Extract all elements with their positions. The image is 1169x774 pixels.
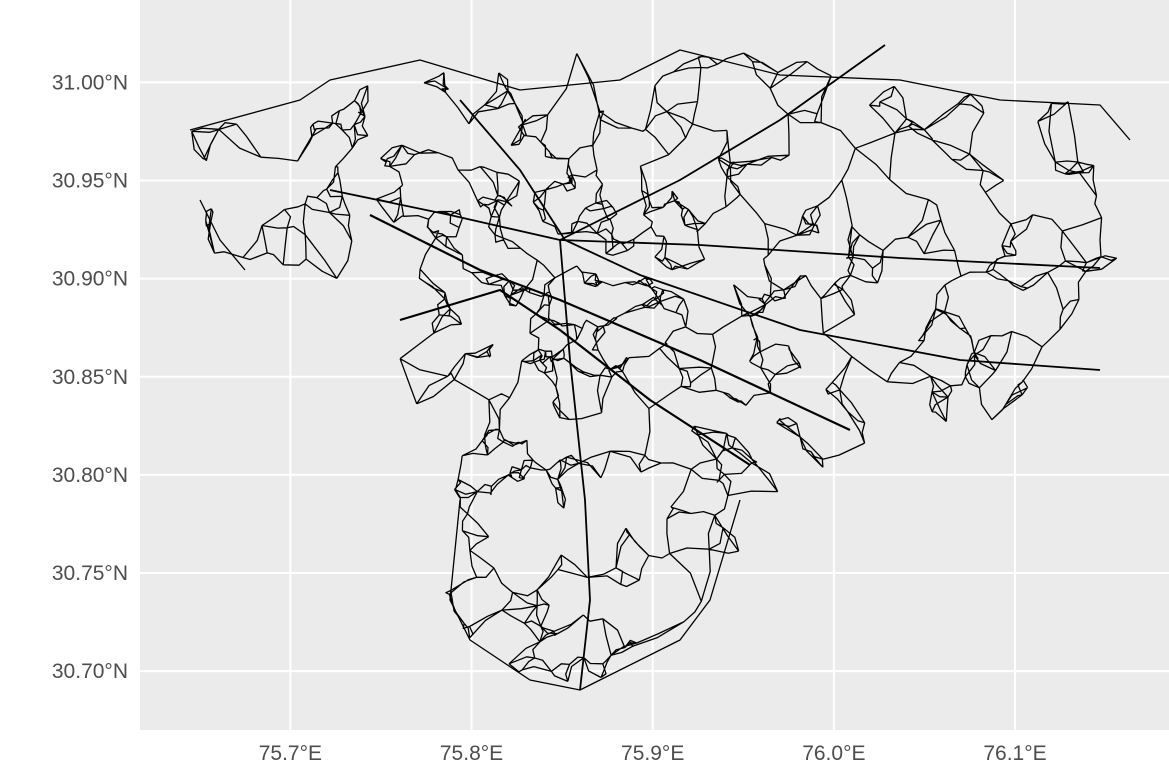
page: 75.7°E 75.8°E 75.9°E 76.0°E 76.1°E 30.70°N 30.…: [0, 0, 1169, 774]
y-tick-label: 30.80°N: [52, 464, 128, 487]
x-tick-label: 75.8°E: [440, 742, 503, 765]
y-tick-label: 30.95°N: [52, 170, 128, 193]
y-tick-label: 30.75°N: [52, 562, 128, 585]
y-tick-label: 30.90°N: [52, 268, 128, 291]
y-tick-label: 30.70°N: [52, 660, 128, 683]
y-tick-label: 30.85°N: [52, 366, 128, 389]
y-tick-label: 31.00°N: [52, 71, 128, 94]
map-plot: 75.7°E 75.8°E 75.9°E 76.0°E 76.1°E 30.70°N 30.…: [0, 0, 1169, 774]
x-tick-label: 76.0°E: [802, 742, 865, 765]
x-tick-label: 76.1°E: [983, 742, 1046, 765]
x-tick-label: 75.9°E: [621, 742, 684, 765]
x-tick-label: 75.7°E: [259, 742, 322, 765]
